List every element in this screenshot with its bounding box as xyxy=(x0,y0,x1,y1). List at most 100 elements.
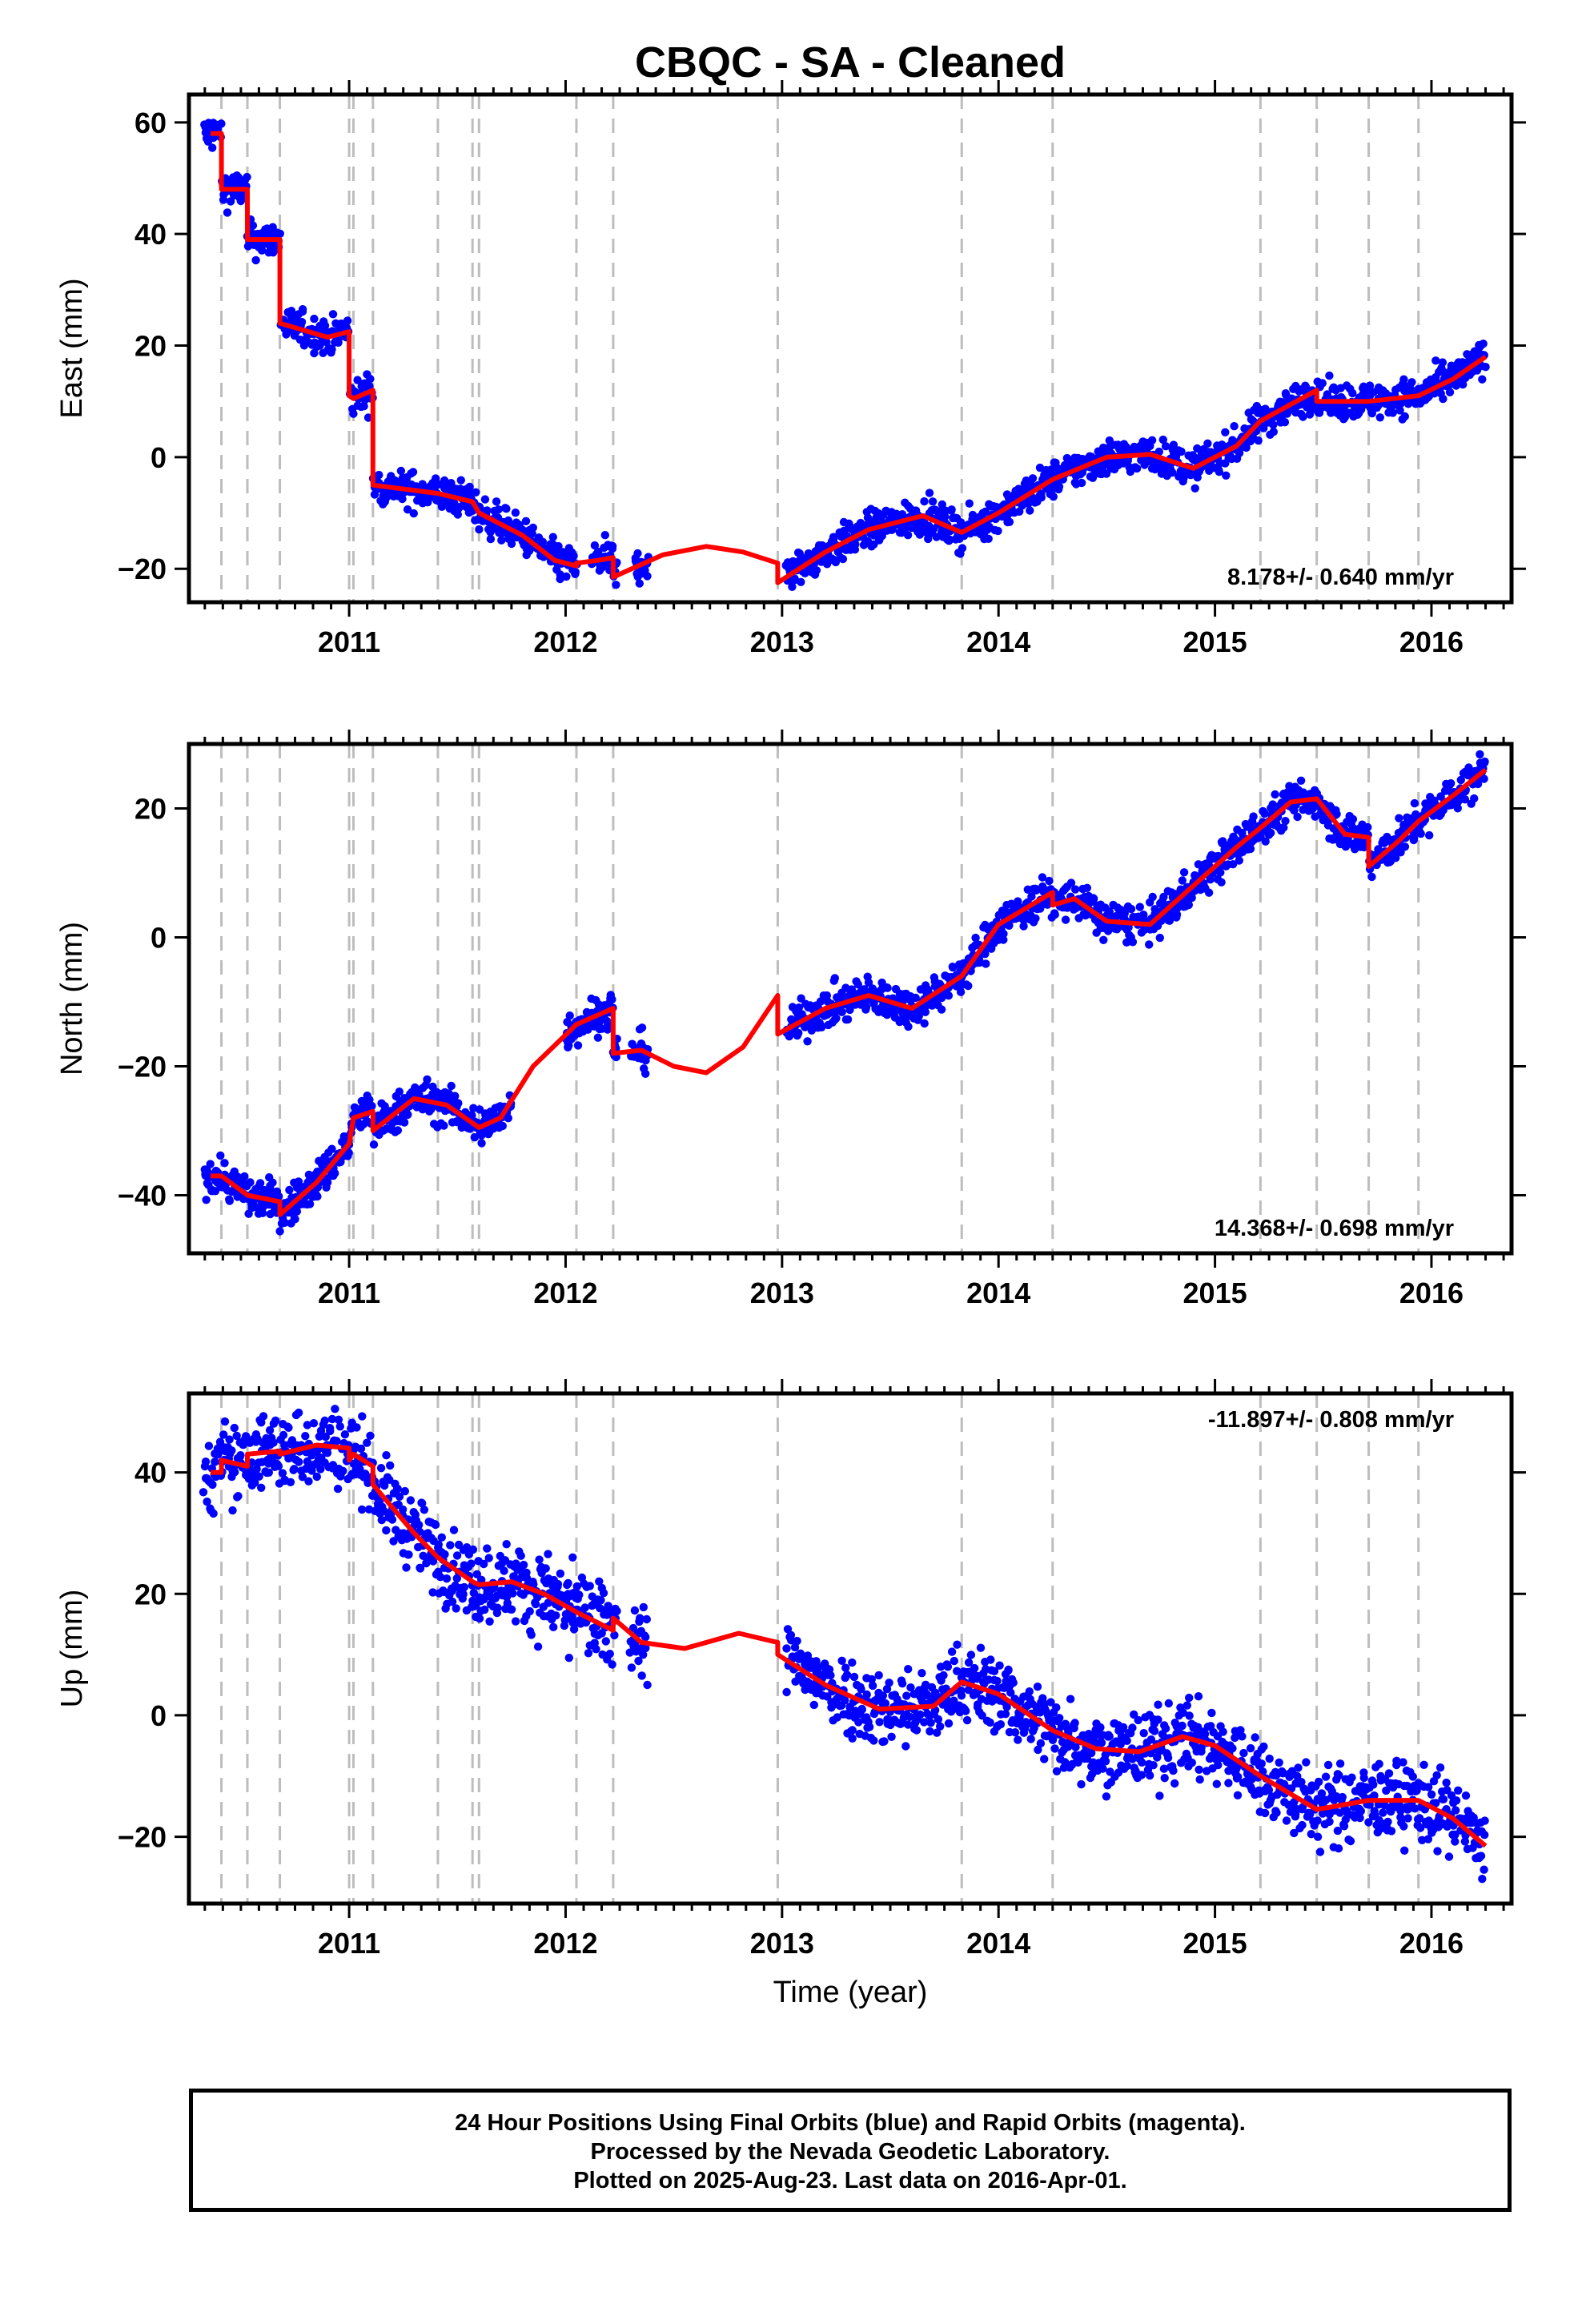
data-point xyxy=(220,1417,230,1426)
data-point xyxy=(258,1208,267,1218)
data-point xyxy=(1254,436,1263,445)
data-point xyxy=(838,554,848,564)
data-point xyxy=(976,1643,986,1652)
data-point xyxy=(887,1732,896,1741)
data-point xyxy=(1257,1759,1267,1768)
data-point xyxy=(641,1633,650,1642)
x-tick-label: 2016 xyxy=(1399,1277,1464,1309)
data-point xyxy=(1154,1715,1162,1724)
data-point xyxy=(275,229,284,238)
data-point xyxy=(928,497,938,506)
data-point xyxy=(448,1597,457,1606)
data-point xyxy=(313,1192,322,1201)
data-point xyxy=(294,1177,303,1186)
data-point xyxy=(1159,1764,1169,1773)
data-point xyxy=(933,1728,942,1737)
data-point xyxy=(857,1705,867,1714)
data-point xyxy=(564,1041,573,1050)
data-point xyxy=(1348,814,1358,824)
x-tick-label: 2016 xyxy=(1399,625,1464,658)
x-tick-label: 2013 xyxy=(750,625,814,658)
data-point xyxy=(1382,1786,1391,1795)
data-point xyxy=(1219,837,1227,846)
data-point xyxy=(1375,413,1385,422)
data-point xyxy=(1439,394,1447,404)
data-point xyxy=(284,1423,293,1433)
data-point xyxy=(937,1005,946,1014)
data-point xyxy=(962,1715,972,1725)
data-point xyxy=(508,1589,517,1598)
data-point xyxy=(1150,1727,1159,1735)
data-point xyxy=(1325,1817,1334,1826)
data-point xyxy=(958,544,967,553)
data-point xyxy=(1010,1728,1020,1737)
data-point xyxy=(1400,1846,1409,1855)
data-point xyxy=(1399,1822,1408,1831)
data-point xyxy=(363,1438,371,1447)
data-point xyxy=(442,1574,452,1583)
data-point xyxy=(1168,468,1177,477)
data-point xyxy=(1161,1724,1170,1733)
data-point xyxy=(309,1419,319,1428)
data-point xyxy=(1400,842,1410,851)
data-point xyxy=(1267,828,1275,838)
data-point xyxy=(1281,816,1290,826)
data-point xyxy=(904,1022,913,1031)
data-point xyxy=(830,974,840,983)
data-point xyxy=(1298,1820,1307,1830)
data-point xyxy=(469,1104,478,1112)
data-point xyxy=(1346,1836,1355,1846)
data-point xyxy=(612,1606,621,1616)
data-point xyxy=(1197,1743,1206,1752)
data-point xyxy=(1004,1666,1013,1675)
data-point xyxy=(521,517,531,525)
data-point xyxy=(986,1655,995,1664)
data-point xyxy=(1423,1835,1433,1844)
data-point xyxy=(868,1681,877,1691)
data-point xyxy=(1031,914,1040,923)
data-point xyxy=(552,1611,560,1620)
data-point xyxy=(837,1007,846,1017)
data-point xyxy=(255,1472,263,1481)
data-point xyxy=(1370,1791,1379,1800)
data-point xyxy=(502,1593,512,1602)
data-point xyxy=(1476,750,1484,759)
y-tick-label: 0 xyxy=(151,441,167,474)
data-point xyxy=(369,1140,379,1149)
data-point xyxy=(264,1468,273,1478)
data-point xyxy=(511,509,520,517)
data-point xyxy=(888,525,897,534)
data-point xyxy=(486,534,496,544)
data-point xyxy=(475,1614,484,1623)
data-point xyxy=(920,1019,929,1028)
data-point xyxy=(1203,439,1212,448)
data-point xyxy=(434,1540,443,1550)
data-point xyxy=(533,1642,543,1651)
data-point xyxy=(437,1533,446,1542)
data-point xyxy=(1338,1792,1347,1802)
data-point xyxy=(1165,916,1174,925)
data-point xyxy=(257,1483,266,1493)
data-point xyxy=(485,1617,494,1626)
data-point xyxy=(1431,356,1440,365)
data-point xyxy=(924,534,933,544)
data-point xyxy=(275,1192,283,1201)
data-point xyxy=(995,1661,1004,1670)
data-point xyxy=(865,1723,874,1731)
data-point xyxy=(1307,406,1315,416)
data-point xyxy=(246,1178,255,1187)
data-point xyxy=(1170,1779,1179,1788)
data-point xyxy=(1148,892,1157,902)
data-point xyxy=(1215,467,1224,476)
data-point xyxy=(851,540,860,549)
data-point xyxy=(1407,378,1416,387)
data-point xyxy=(1296,776,1306,785)
plot-frame xyxy=(187,742,1514,1256)
data-point xyxy=(409,509,418,518)
data-point xyxy=(854,1718,863,1727)
y-tick-label: 20 xyxy=(135,793,167,826)
data-point xyxy=(1146,1735,1156,1744)
data-point xyxy=(323,1178,332,1187)
data-point xyxy=(428,1588,437,1597)
